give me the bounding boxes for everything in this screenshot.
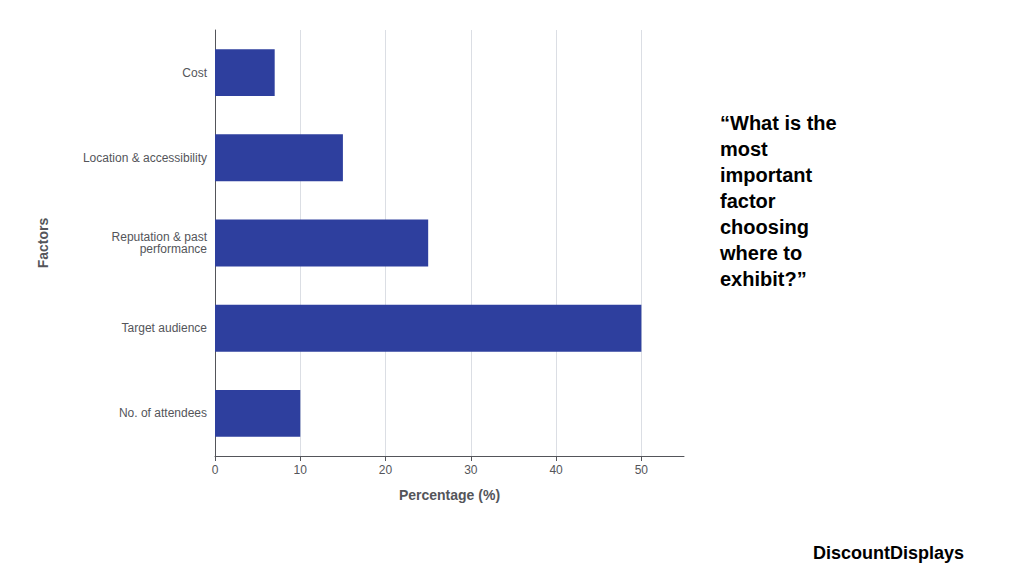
svg-text:0: 0 (212, 463, 219, 477)
svg-text:performance: performance (140, 242, 208, 256)
svg-text:exhibit?”: exhibit?” (720, 268, 807, 290)
svg-text:“What is the: “What is the (720, 112, 837, 134)
svg-text:DiscountDisplays: DiscountDisplays (813, 543, 964, 563)
svg-text:40: 40 (549, 463, 563, 477)
svg-text:30: 30 (464, 463, 478, 477)
svg-text:where to: where to (719, 242, 802, 264)
svg-text:Target audience: Target audience (122, 321, 208, 335)
svg-text:important: important (720, 164, 813, 186)
svg-text:No. of attendees: No. of attendees (119, 406, 207, 420)
svg-text:factor: factor (720, 190, 776, 212)
svg-text:20: 20 (379, 463, 393, 477)
svg-text:50: 50 (635, 463, 649, 477)
svg-text:Factors: Factors (35, 218, 51, 269)
svg-text:10: 10 (294, 463, 308, 477)
svg-text:choosing: choosing (720, 216, 809, 238)
svg-text:Location & accessibility: Location & accessibility (83, 151, 207, 165)
svg-text:Cost: Cost (182, 66, 207, 80)
svg-text:Reputation & past: Reputation & past (111, 230, 207, 244)
svg-text:most: most (720, 138, 768, 160)
svg-text:Percentage (%): Percentage (%) (399, 487, 500, 503)
